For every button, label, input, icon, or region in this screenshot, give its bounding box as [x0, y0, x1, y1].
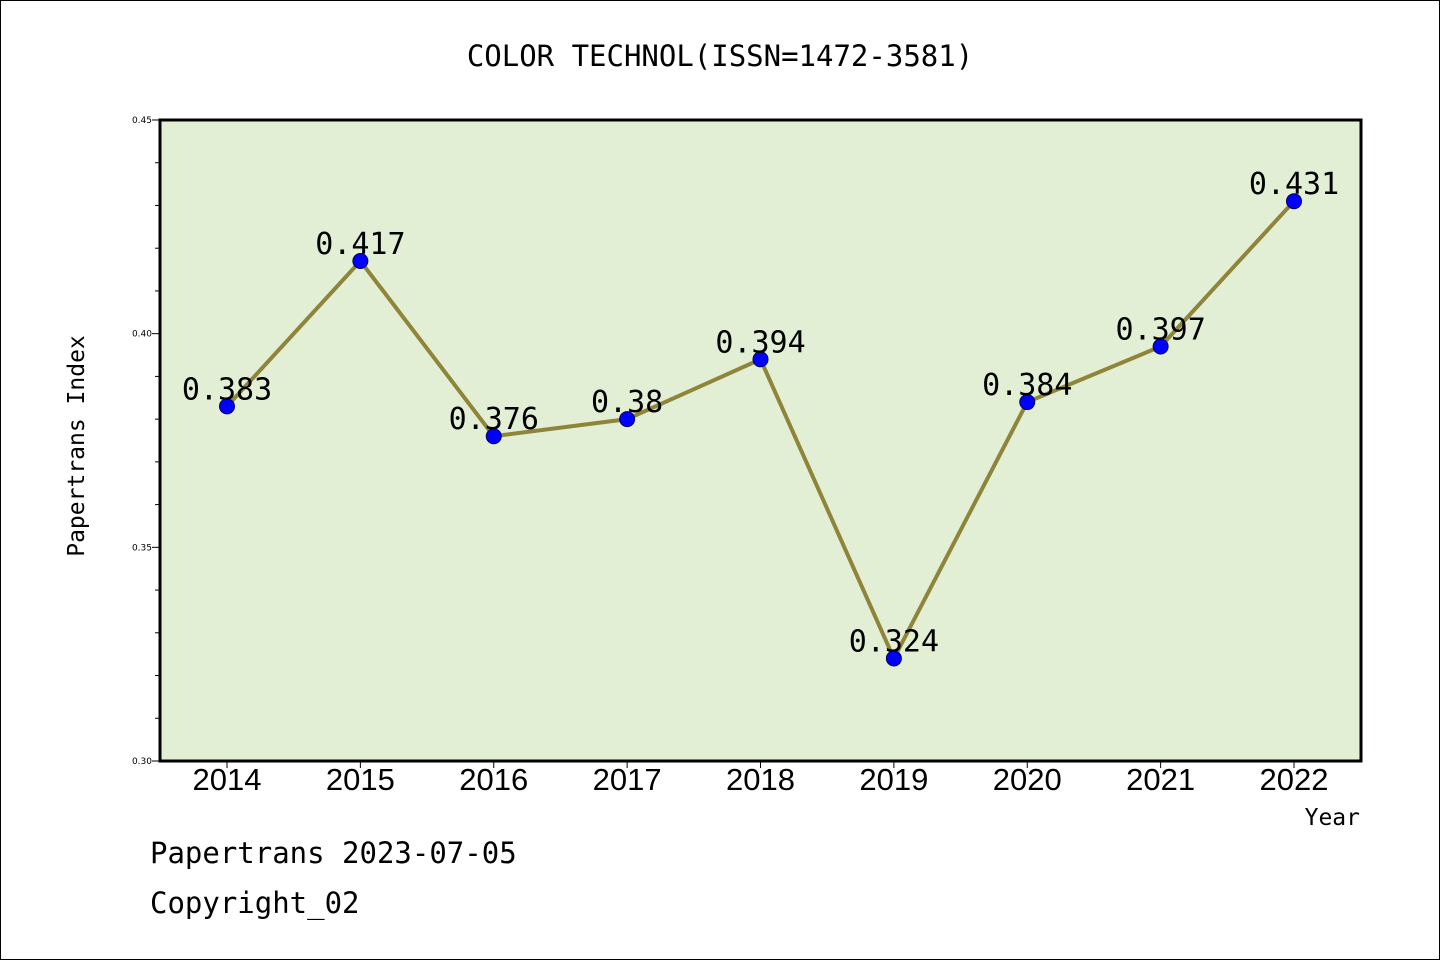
data-series — [219, 193, 1302, 667]
x-tick-label: 2015 — [326, 762, 395, 797]
y-tick-label: 0.35 — [132, 543, 152, 553]
x-tick-label: 2016 — [459, 762, 528, 797]
footer-date: Papertrans 2023-07-05 — [150, 836, 517, 870]
data-label: 0.324 — [849, 624, 939, 659]
x-axis-ticks: 2014 2015 2016 2017 2018 2019 2020 2021 2022 — [193, 761, 1329, 797]
y-tick-label: 0.40 — [132, 330, 152, 340]
data-label: 0.397 — [1115, 312, 1205, 347]
data-label: 0.417 — [315, 227, 405, 262]
y-axis-ticks: 0.30 0.35 0.40 0.45 — [132, 116, 160, 767]
data-point — [219, 398, 235, 415]
data-label: 0.38 — [591, 385, 663, 420]
x-tick-label: 2018 — [726, 762, 795, 797]
y-tick-label: 0.30 — [132, 757, 152, 767]
data-label: 0.431 — [1249, 167, 1339, 202]
chart-title: COLOR TECHNOL(ISSN=1472-3581) — [467, 39, 973, 73]
data-point — [619, 411, 636, 428]
data-point — [485, 428, 502, 445]
data-label: 0.394 — [715, 325, 805, 360]
data-labels: 0.383 0.417 0.376 0.38 0.394 0.324 0.384 0.397 0… — [182, 167, 1339, 659]
x-tick-label: 2019 — [859, 762, 928, 797]
x-tick-label: 2020 — [993, 762, 1062, 797]
data-label: 0.376 — [449, 402, 539, 437]
data-point — [885, 650, 902, 667]
data-point — [352, 253, 369, 270]
data-point — [1152, 338, 1169, 355]
x-tick-label: 2021 — [1126, 762, 1195, 797]
data-point — [1019, 394, 1036, 411]
x-tick-label: 2022 — [1260, 762, 1329, 797]
plot-area — [158, 118, 1363, 763]
y-axis-label: Papertrans Index — [64, 335, 90, 557]
footer-copyright: Copyright_02 — [150, 886, 360, 921]
data-point — [1286, 193, 1302, 210]
data-label: 0.383 — [182, 372, 272, 407]
data-label: 0.384 — [982, 368, 1072, 403]
x-tick-label: 2017 — [593, 762, 662, 797]
data-point — [752, 351, 769, 368]
y-tick-label: 0.45 — [132, 116, 152, 126]
x-axis-label: Year — [1305, 805, 1360, 831]
x-tick-label: 2014 — [193, 762, 262, 797]
